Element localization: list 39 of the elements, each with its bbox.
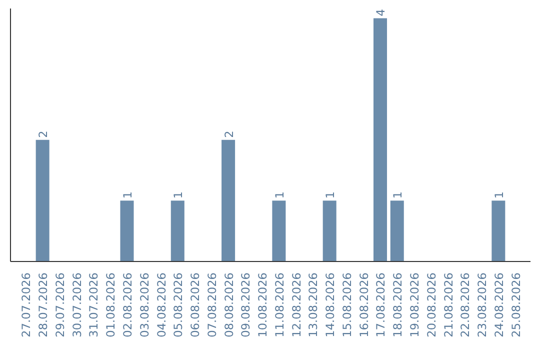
x-tick-label: 21.08.2026 <box>441 272 456 338</box>
x-tick-label: 20.08.2026 <box>424 272 438 338</box>
x-tick-label: 10.08.2026 <box>256 272 270 338</box>
x-tick-label: 11.08.2026 <box>272 272 286 338</box>
x-tick-label: 23.08.2026 <box>475 272 490 338</box>
x-tick-label: 06.08.2026 <box>188 272 202 338</box>
data-label: 4 <box>374 9 388 16</box>
x-tick-label: 14.08.2026 <box>323 272 338 338</box>
x-tick-label: 04.08.2026 <box>154 272 168 338</box>
x-tick-label: 31.07.2026 <box>86 272 101 338</box>
data-label: 1 <box>492 191 506 199</box>
data-label: 1 <box>323 191 338 199</box>
x-tick-label: 17.08.2026 <box>374 272 388 338</box>
x-tick-label: 16.08.2026 <box>356 272 371 338</box>
x-tick-label: 19.08.2026 <box>408 272 422 338</box>
x-tick-label: 15.08.2026 <box>340 272 354 338</box>
x-tick-label: 07.08.2026 <box>204 272 219 338</box>
x-tick-label: 03.08.2026 <box>137 272 152 338</box>
x-tick-label: 13.08.2026 <box>306 272 320 338</box>
x-tick-label: 05.08.2026 <box>171 272 186 338</box>
x-tick-label: 25.08.2026 <box>508 272 523 338</box>
x-tick-label: 01.08.2026 <box>104 272 118 338</box>
x-tick-label: 27.07.2026 <box>19 272 34 338</box>
x-tick-label: 12.08.2026 <box>289 272 304 338</box>
x-tick-label: 18.08.2026 <box>390 272 405 338</box>
x-tick-label: 30.07.2026 <box>70 272 84 338</box>
x-tick-label: 02.08.2026 <box>120 272 134 338</box>
data-label: 1 <box>272 191 286 199</box>
x-tick-label: 09.08.2026 <box>238 272 253 338</box>
x-tick-label: 29.07.2026 <box>52 272 67 338</box>
data-label: 1 <box>120 191 134 199</box>
data-label: 1 <box>390 191 405 199</box>
x-tick-label: 24.08.2026 <box>492 272 506 338</box>
data-label: 2 <box>222 130 236 138</box>
data-label: 2 <box>36 130 50 138</box>
data-label: 1 <box>171 191 186 199</box>
x-tick-label: 22.08.2026 <box>458 272 472 338</box>
x-tick-label: 28.07.2026 <box>36 272 50 338</box>
x-tick-label: 08.08.2026 <box>222 272 236 338</box>
